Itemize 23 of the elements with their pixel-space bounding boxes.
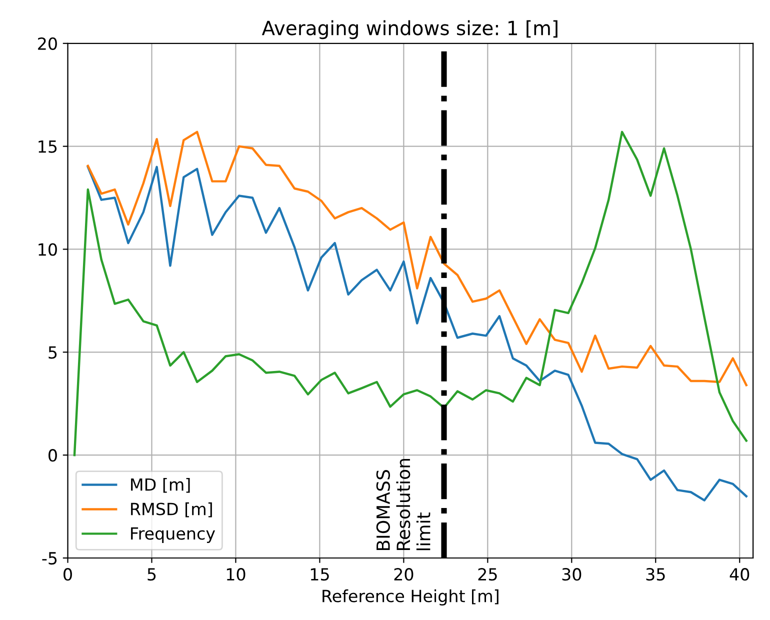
- x-tick-label: 5: [148, 568, 156, 581]
- y-tick-label: 0: [48, 449, 57, 462]
- x-axis-title: Reference Height [m]: [322, 589, 498, 606]
- x-tick-label: 35: [646, 568, 665, 581]
- line-series: [73, 130, 748, 456]
- legend-label: RMSD [m]: [131, 502, 212, 518]
- x-tick-label: 40: [730, 568, 750, 581]
- ref-line-label: BIOMASS Resolution limit: [376, 459, 430, 550]
- chart-title: Averaging windows size: 1 [m]: [262, 20, 558, 40]
- y-tick-label: 15: [38, 140, 57, 153]
- x-tick-label: 0: [64, 568, 72, 581]
- legend-label: Frequency: [131, 527, 216, 543]
- y-tick-label: 5: [48, 346, 57, 359]
- x-tick-label: 20: [394, 568, 414, 581]
- line-series: [86, 130, 748, 386]
- y-tick-label: -5: [42, 552, 57, 565]
- legend-label: MD [m]: [131, 478, 190, 493]
- x-tick-label: 25: [478, 568, 497, 581]
- y-tick-label: 20: [38, 37, 57, 50]
- x-tick-label: 10: [226, 568, 246, 581]
- y-tick-label: 10: [38, 243, 57, 256]
- x-tick-label: 15: [310, 568, 329, 581]
- x-tick-label: 30: [562, 568, 582, 581]
